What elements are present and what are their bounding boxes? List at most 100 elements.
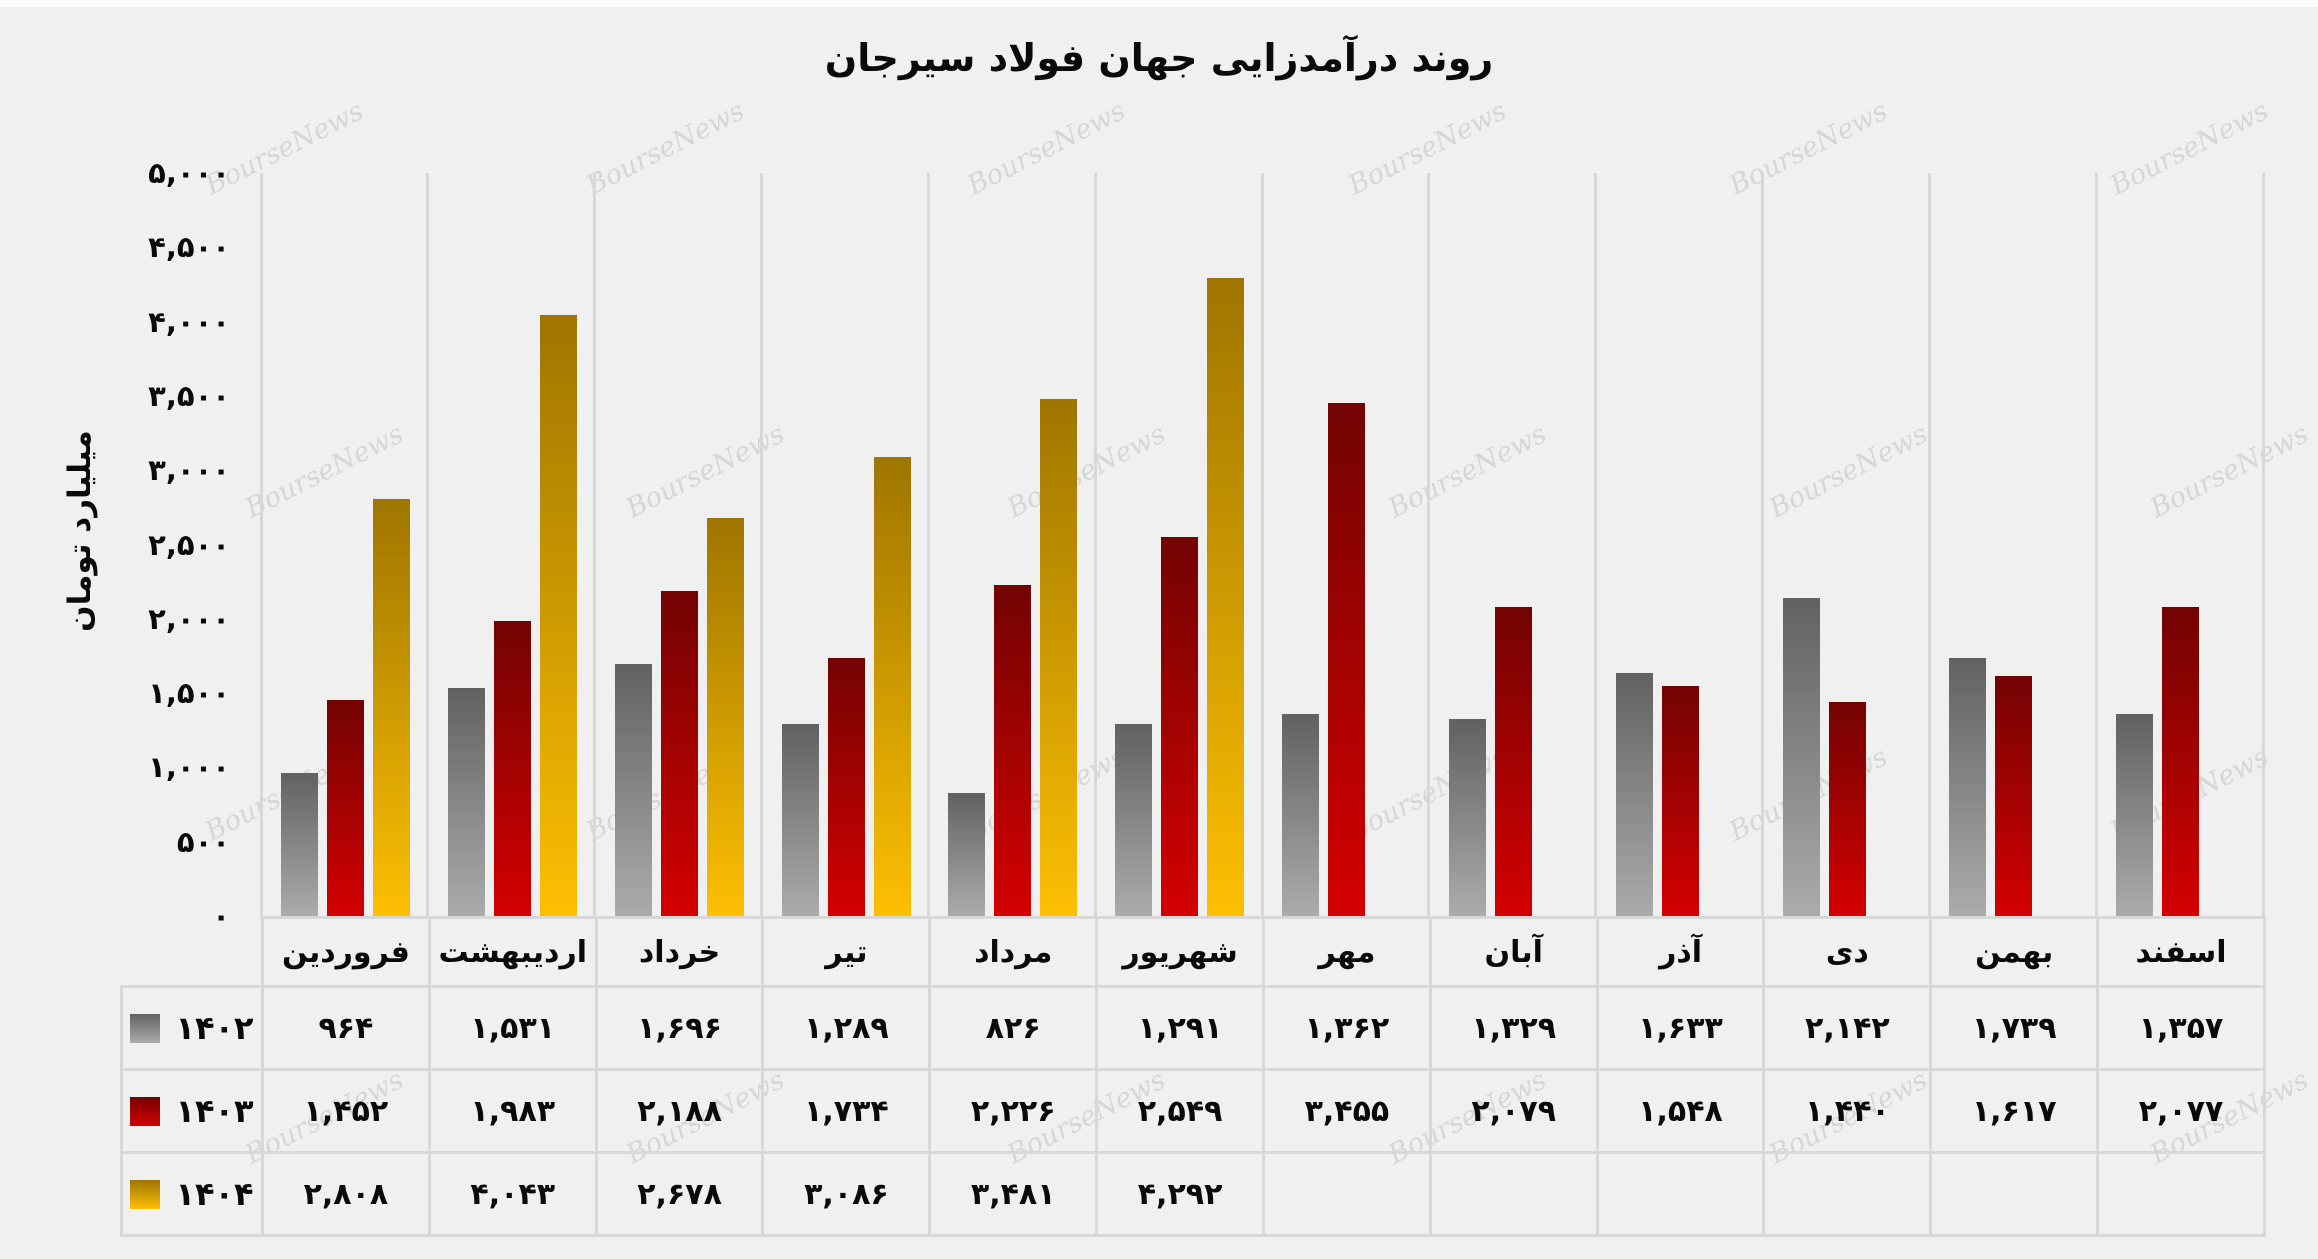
category-gridline: [926, 173, 930, 916]
category-gridline: [426, 173, 430, 916]
bar-1402-m1: [281, 772, 318, 916]
value-cell-1402-m3: ۱,۶۹۶: [594, 985, 765, 1071]
bar-1402-m8: [1448, 718, 1486, 916]
watermark: BourseNews: [962, 95, 1131, 202]
watermark: BourseNews: [1002, 418, 1171, 525]
month-header-m10: دی: [1762, 916, 1933, 988]
legend-cell-1404: ۱۴۰۴: [120, 1151, 264, 1237]
month-header-m6: شهریور: [1095, 916, 1265, 988]
value-cell-1404-m4: ۳,۰۸۶: [761, 1151, 932, 1237]
month-header-m11: بهمن: [1929, 916, 2100, 988]
value-cell-1402-m8: ۱,۳۲۹: [1428, 985, 1599, 1071]
month-header-m12: اسفند: [2096, 916, 2266, 988]
bar-1403-m4: [827, 658, 865, 916]
watermark: BourseNews: [1724, 95, 1893, 202]
value-cell-1403-m1: ۱,۴۵۲: [261, 1068, 431, 1154]
value-cell-1402-m5: ۸۲۶: [928, 985, 1099, 1071]
watermark: BourseNews: [621, 418, 790, 525]
value-cell-1402-m7: ۱,۳۶۲: [1261, 985, 1432, 1071]
legend-swatch-1402: [130, 1013, 161, 1043]
value-cell-1404-m9: [1595, 1151, 1766, 1237]
category-gridline: [259, 173, 263, 916]
month-header-m5: مرداد: [928, 916, 1099, 988]
y-tick-label: ۳,۰۰۰: [148, 453, 230, 488]
category-gridline: [1427, 173, 1431, 916]
value-cell-1403-m4: ۱,۷۳۴: [761, 1068, 932, 1154]
bar-1402-m2: [447, 688, 485, 916]
bar-1403-m9: [1661, 685, 1699, 916]
month-header-m8: آبان: [1428, 916, 1599, 988]
month-header-m2: اردیبهشت: [427, 916, 598, 988]
value-cell-1404-m8: [1428, 1151, 1599, 1237]
category-gridline: [760, 173, 763, 916]
y-tick-label: ۱,۰۰۰: [148, 750, 230, 785]
bar-1403-m7: [1328, 402, 1365, 916]
value-cell-1403-m11: ۱,۶۱۷: [1929, 1068, 2100, 1154]
value-cell-1402-m4: ۱,۲۸۹: [761, 985, 932, 1071]
y-tick-label: ۳,۵۰۰: [148, 378, 230, 413]
bar-1403-m3: [660, 590, 698, 916]
value-cell-1403-m8: ۲,۰۷۹: [1428, 1068, 1599, 1154]
value-cell-1402-m9: ۱,۶۳۳: [1595, 985, 1766, 1071]
bar-1403-m8: [1494, 607, 1532, 916]
y-tick-label: ۵۰۰: [176, 824, 230, 859]
month-header-m4: تیر: [761, 916, 932, 988]
bar-1403-m2: [493, 621, 531, 916]
y-tick-label: ۵,۰۰۰: [148, 156, 230, 190]
value-cell-1403-m7: ۳,۴۵۵: [1261, 1068, 1432, 1154]
legend-cell-1402: ۱۴۰۲: [120, 985, 264, 1071]
month-header-m9: آذر: [1595, 916, 1766, 988]
watermark: BourseNews: [2145, 418, 2314, 525]
bar-1403-m12: [2162, 607, 2200, 916]
category-gridline: [1594, 173, 1598, 916]
watermark: BourseNews: [1383, 418, 1552, 525]
category-gridline: [1260, 173, 1264, 916]
bar-1404-m2: [539, 315, 577, 916]
value-cell-1404-m3: ۲,۶۷۸: [594, 1151, 765, 1237]
bar-1402-m6: [1115, 724, 1153, 916]
category-gridline: [2094, 173, 2098, 916]
chart-title: روند درآمدزایی جهان فولاد سیرجان: [824, 36, 1494, 80]
y-tick-label: ۴,۰۰۰: [148, 304, 230, 339]
bar-1404-m6: [1207, 278, 1245, 916]
legend-year-label-1403: ۱۴۰۳: [175, 1092, 254, 1130]
value-cell-1402-m12: ۱,۳۵۷: [2096, 985, 2266, 1071]
watermark: BourseNews: [2105, 95, 2274, 202]
bar-1404-m4: [873, 457, 911, 916]
value-cell-1404-m1: ۲,۸۰۸: [261, 1151, 431, 1237]
bar-1402-m12: [2116, 714, 2154, 916]
legend-swatch-1404: [130, 1179, 161, 1209]
value-cell-1404-m7: [1261, 1151, 1432, 1237]
value-cell-1403-m5: ۲,۲۲۶: [928, 1068, 1099, 1154]
bar-1404-m3: [706, 518, 744, 916]
bar-1403-m10: [1828, 702, 1866, 916]
y-axis-title: میلیارد تومان: [62, 430, 98, 632]
value-cell-1402-m1: ۹۶۴: [261, 985, 431, 1071]
value-cell-1403-m6: ۲,۵۴۹: [1095, 1068, 1265, 1154]
value-cell-1402-m11: ۱,۷۳۹: [1929, 985, 2100, 1071]
bar-1403-m5: [994, 585, 1032, 916]
month-header-m1: فروردین: [261, 916, 431, 988]
bar-1403-m11: [1995, 675, 2033, 916]
bar-1402-m7: [1282, 713, 1319, 916]
value-cell-1403-m2: ۱,۹۸۳: [427, 1068, 598, 1154]
value-cell-1404-m11: [1929, 1151, 2100, 1237]
month-header-m3: خرداد: [594, 916, 765, 988]
value-cell-1404-m10: [1762, 1151, 1933, 1237]
category-gridline: [1927, 173, 1931, 916]
y-tick-label: ۴,۵۰۰: [148, 230, 230, 265]
value-cell-1403-m12: ۲,۰۷۷: [2096, 1068, 2266, 1154]
legend-year-label-1404: ۱۴۰۴: [175, 1175, 254, 1213]
value-cell-1404-m12: [2096, 1151, 2266, 1237]
bar-1404-m5: [1040, 398, 1078, 916]
category-gridline: [2261, 173, 2265, 916]
watermark: BourseNews: [1764, 418, 1933, 525]
category-gridline: [1761, 173, 1764, 916]
bar-1404-m1: [373, 498, 410, 916]
category-gridline: [593, 173, 597, 916]
bar-1402-m11: [1949, 657, 1987, 916]
month-header-m7: مهر: [1261, 916, 1432, 988]
y-tick-label: ۲,۵۰۰: [148, 527, 230, 562]
value-cell-1404-m6: ۴,۲۹۲: [1095, 1151, 1265, 1237]
